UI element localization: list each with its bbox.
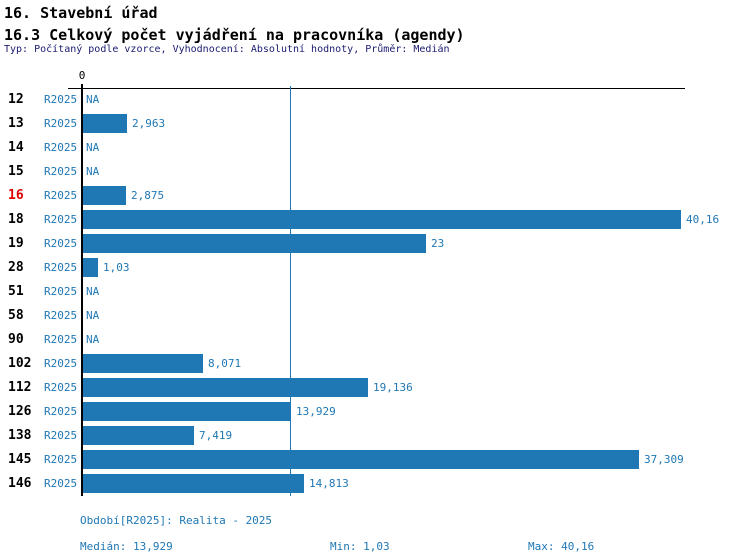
row-period-label: R2025 — [44, 117, 78, 130]
row-category-label: 145 — [8, 452, 32, 467]
row-value-label: 14,813 — [309, 477, 349, 490]
row-period-label: R2025 — [44, 285, 78, 298]
row-period-label: R2025 — [44, 429, 78, 442]
row-category-label: 102 — [8, 356, 32, 371]
row-value-label: 7,419 — [199, 429, 233, 442]
row-category-label: 15 — [8, 164, 24, 179]
row-category-label: 126 — [8, 404, 32, 419]
row-category-label: 28 — [8, 260, 24, 275]
row-value-label: 8,071 — [208, 357, 242, 370]
row-category-label: 146 — [8, 476, 32, 491]
report-meta: Typ: Počítaný podle vzorce, Vyhodnocení:… — [4, 44, 450, 55]
footer-min: Min: 1,03 — [330, 540, 390, 553]
row-value-label: 13,929 — [296, 405, 336, 418]
row-period-label: R2025 — [44, 261, 78, 274]
row-category-label: 58 — [8, 308, 24, 323]
row-period-label: R2025 — [44, 477, 78, 490]
row-period-label: R2025 — [44, 357, 78, 370]
row-value-label: 37,309 — [644, 453, 684, 466]
row-period-label: R2025 — [44, 453, 78, 466]
row-value-label: 23 — [431, 237, 445, 250]
row-period-label: R2025 — [44, 165, 78, 178]
row-category-label: 19 — [8, 236, 24, 251]
footer-max: Max: 40,16 — [528, 540, 595, 553]
row-value-label: 2,875 — [131, 189, 165, 202]
row-period-label: R2025 — [44, 141, 78, 154]
row-category-label: 12 — [8, 92, 24, 107]
row-bar — [83, 450, 639, 469]
row-period-label: R2025 — [44, 237, 78, 250]
row-period-label: R2025 — [44, 405, 78, 418]
row-bar — [83, 402, 291, 421]
row-category-label: 90 — [8, 332, 24, 347]
row-period-label: R2025 — [44, 381, 78, 394]
report-title: 16. Stavební úřad — [4, 4, 158, 22]
row-value-label: 19,136 — [373, 381, 413, 394]
row-na-label: NA — [86, 309, 100, 322]
row-na-label: NA — [86, 165, 100, 178]
axis-top-line — [68, 88, 685, 89]
row-category-label: 13 — [8, 116, 24, 131]
row-bar — [83, 234, 426, 253]
row-category-label: 138 — [8, 428, 32, 443]
row-bar — [83, 210, 681, 229]
row-na-label: NA — [86, 93, 100, 106]
row-category-label: 112 — [8, 380, 32, 395]
row-na-label: NA — [86, 285, 100, 298]
y-axis-line — [81, 84, 83, 496]
row-bar — [83, 354, 203, 373]
row-bar — [83, 378, 368, 397]
row-bar — [83, 258, 98, 277]
row-bar — [83, 114, 127, 133]
footer-period-info: Období[R2025]: Realita - 2025 — [80, 514, 273, 527]
row-na-label: NA — [86, 141, 100, 154]
row-category-label: 14 — [8, 140, 24, 155]
footer-median: Medián: 13,929 — [80, 540, 173, 553]
row-value-label: 2,963 — [132, 117, 166, 130]
row-bar — [83, 426, 194, 445]
row-na-label: NA — [86, 333, 100, 346]
median-line — [289, 86, 291, 496]
row-period-label: R2025 — [44, 93, 78, 106]
row-period-label: R2025 — [44, 189, 78, 202]
axis-zero-label: 0 — [78, 69, 86, 82]
row-bar — [83, 186, 126, 205]
row-value-label: 40,16 — [686, 213, 720, 226]
report-subtitle: 16.3 Celkový počet vyjádření na pracovní… — [4, 26, 465, 44]
row-period-label: R2025 — [44, 213, 78, 226]
row-period-label: R2025 — [44, 333, 78, 346]
row-bar — [83, 474, 304, 493]
row-category-label: 18 — [8, 212, 24, 227]
row-category-label: 51 — [8, 284, 24, 299]
row-value-label: 1,03 — [103, 261, 130, 274]
row-period-label: R2025 — [44, 309, 78, 322]
row-category-label: 16 — [8, 188, 24, 203]
